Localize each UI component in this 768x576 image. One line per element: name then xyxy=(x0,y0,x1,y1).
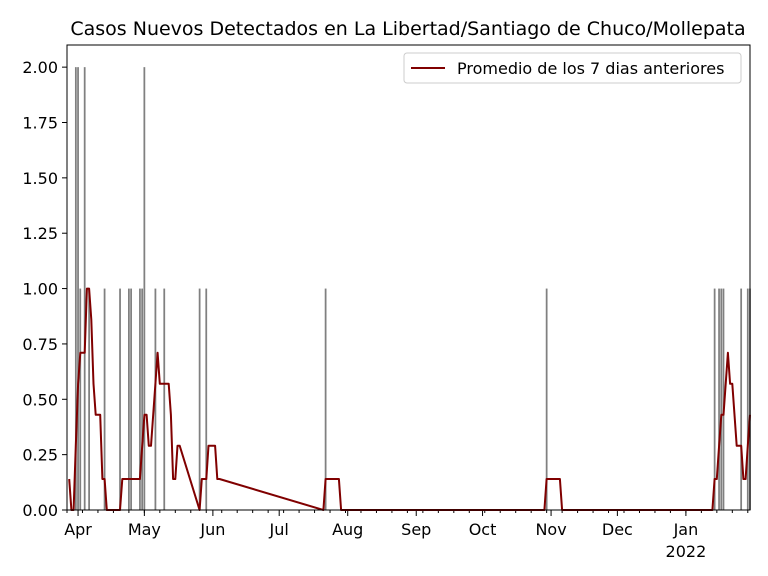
y-tick-label: 1.00 xyxy=(22,280,58,299)
chart-title: Casos Nuevos Detectados en La Libertad/S… xyxy=(70,18,745,40)
x-tick-label: May xyxy=(128,520,161,539)
bar xyxy=(141,288,144,510)
bar xyxy=(139,288,141,510)
bar xyxy=(130,288,132,510)
x-tick-label: Apr xyxy=(64,520,92,539)
bar xyxy=(79,288,82,510)
bar xyxy=(722,288,725,510)
bar xyxy=(740,288,743,510)
bar-series xyxy=(74,67,751,511)
x-tick-label: Nov xyxy=(535,520,566,539)
bar xyxy=(205,288,208,510)
bar xyxy=(128,288,130,510)
bar xyxy=(198,288,201,510)
bar xyxy=(119,288,121,510)
x-tick-label: Dec xyxy=(602,520,633,539)
x-axis: Apr May Jun Jul Aug Sep Oct Nov Dec Jan 2022 xyxy=(64,510,749,561)
y-tick-label: 1.25 xyxy=(22,224,58,243)
bar xyxy=(103,288,106,510)
y-tick-label: 1.50 xyxy=(22,169,58,188)
x-tick-label: Jul xyxy=(269,520,289,539)
average-line xyxy=(68,287,751,511)
x-tick-label: Oct xyxy=(469,520,497,539)
bar xyxy=(324,288,327,510)
bar xyxy=(713,288,716,510)
bar xyxy=(718,288,720,510)
x-tick-label: Jun xyxy=(199,520,225,539)
bar xyxy=(746,288,749,510)
bar xyxy=(83,67,86,511)
y-tick-label: 1.75 xyxy=(22,114,58,133)
bar xyxy=(163,288,166,510)
y-tick-label: 2.00 xyxy=(22,58,58,77)
bar xyxy=(88,288,90,510)
x-tick-label: Sep xyxy=(401,520,431,539)
legend-label: Promedio de los 7 dias anteriores xyxy=(457,59,724,78)
bar xyxy=(74,67,77,511)
bar xyxy=(77,67,79,511)
y-tick-label: 0.25 xyxy=(22,446,58,465)
legend-box xyxy=(403,52,742,84)
y-tick-label: 0.75 xyxy=(22,335,58,354)
x-tick-label: Aug xyxy=(332,520,363,539)
plot-frame xyxy=(66,44,751,511)
bar xyxy=(143,67,146,511)
x-tick-year-label: 2022 xyxy=(666,542,707,561)
bar xyxy=(545,288,548,510)
x-tick-label: Jan xyxy=(673,520,699,539)
y-tick-label: 0.00 xyxy=(22,501,58,520)
bar xyxy=(154,288,157,510)
y-axis: 0.00 0.25 0.50 0.75 1.00 1.25 1.50 1.75 2.00 xyxy=(22,58,67,520)
bar xyxy=(720,288,723,510)
y-tick-label: 0.50 xyxy=(22,390,58,409)
legend: Promedio de los 7 dias anteriores xyxy=(403,52,742,84)
